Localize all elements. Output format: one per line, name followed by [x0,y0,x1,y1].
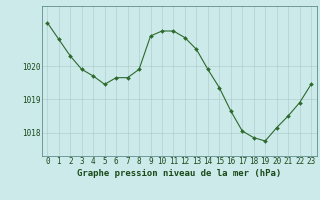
X-axis label: Graphe pression niveau de la mer (hPa): Graphe pression niveau de la mer (hPa) [77,169,281,178]
